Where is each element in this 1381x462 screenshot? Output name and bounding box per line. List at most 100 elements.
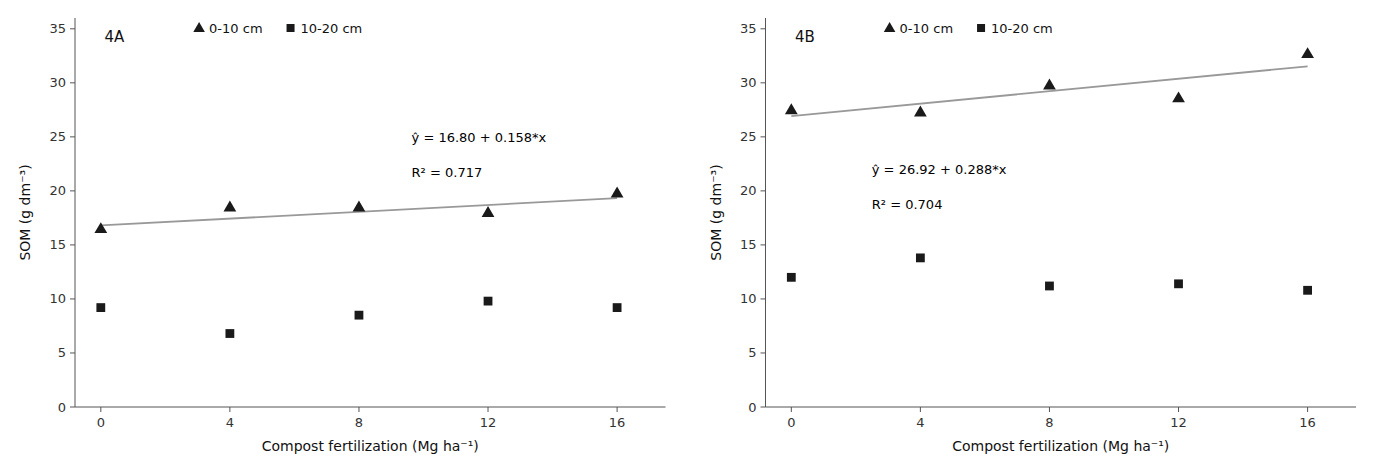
- x-tick: [617, 407, 618, 412]
- x-tick-label: 16: [609, 415, 626, 430]
- y-tick: [761, 244, 766, 245]
- legend-label: 10-20 cm: [301, 21, 363, 36]
- x-tick: [791, 407, 792, 412]
- point: [94, 222, 107, 233]
- point: [613, 303, 622, 312]
- y-tick: [761, 190, 766, 191]
- y-axis-label: SOM (g dm⁻³): [708, 164, 724, 260]
- annotation: ŷ = 16.80 + 0.158*x: [412, 130, 547, 145]
- y-tick-label: 15: [740, 237, 757, 252]
- point: [1303, 286, 1312, 295]
- x-tick-label: 0: [787, 415, 795, 430]
- point: [353, 201, 366, 212]
- y-tick-label: 25: [49, 129, 66, 144]
- panel: 048121605101520253035Compost fertilizati…: [708, 18, 1357, 454]
- legend-marker: [287, 24, 295, 32]
- y-tick-label: 30: [740, 75, 757, 90]
- y-tick-label: 20: [49, 183, 66, 198]
- x-tick: [100, 407, 101, 412]
- x-tick: [488, 407, 489, 412]
- y-tick: [70, 407, 75, 408]
- x-tick: [1178, 407, 1179, 412]
- legend-marker: [193, 22, 205, 32]
- x-axis-line: [766, 407, 1357, 408]
- point: [914, 106, 927, 117]
- point: [1045, 282, 1054, 291]
- x-axis-line: [75, 407, 666, 408]
- panel-label: 4A: [105, 28, 126, 46]
- background: [0, 0, 1381, 462]
- y-axis-label: SOM (g dm⁻³): [17, 164, 33, 260]
- regression-line: [791, 66, 1307, 116]
- annotation: R² = 0.717: [412, 165, 483, 180]
- y-tick: [70, 190, 75, 191]
- y-tick-label: 20: [740, 183, 757, 198]
- point: [225, 329, 234, 338]
- x-tick-label: 4: [916, 415, 924, 430]
- y-tick: [761, 28, 766, 29]
- point: [224, 201, 237, 212]
- y-tick: [761, 407, 766, 408]
- legend: 0-10 cm 10-20 cm: [193, 21, 362, 36]
- point: [1301, 47, 1314, 58]
- point: [611, 187, 624, 198]
- regression-line: [101, 198, 617, 225]
- y-tick: [761, 352, 766, 353]
- x-tick-label: 8: [1045, 415, 1053, 430]
- y-tick-label: 35: [49, 21, 66, 36]
- point: [1172, 91, 1185, 102]
- y-tick: [70, 298, 75, 299]
- annotation: R² = 0.704: [872, 197, 943, 212]
- legend: 0-10 cm 10-20 cm: [884, 21, 1053, 36]
- point: [1043, 79, 1056, 90]
- plot-area: [94, 187, 623, 338]
- x-axis-label: Compost fertilization (Mg ha⁻¹): [262, 438, 479, 454]
- x-tick: [358, 407, 359, 412]
- y-tick: [761, 136, 766, 137]
- legend-marker: [884, 22, 896, 32]
- point: [484, 297, 493, 306]
- x-tick-label: 0: [97, 415, 105, 430]
- panel: 0 4 8 12 16 0 5 10 15 20 25 30 35 Compost fertilizati…: [17, 18, 666, 454]
- point: [355, 311, 364, 320]
- x-tick: [229, 407, 230, 412]
- annotation: ŷ = 26.92 + 0.288*x: [872, 162, 1007, 177]
- x-tick: [1049, 407, 1050, 412]
- point: [785, 103, 798, 114]
- y-tick-label: 10: [740, 291, 757, 306]
- y-tick-label: 0: [58, 400, 66, 415]
- point: [96, 303, 105, 312]
- y-tick: [70, 82, 75, 83]
- y-tick-label: 15: [49, 237, 66, 252]
- x-tick: [920, 407, 921, 412]
- y-tick: [761, 82, 766, 83]
- legend-label: 0-10 cm: [209, 21, 262, 36]
- y-tick: [70, 28, 75, 29]
- y-tick-label: 0: [748, 400, 756, 415]
- x-tick-label: 16: [1299, 415, 1316, 430]
- y-tick-label: 25: [740, 129, 757, 144]
- x-tick-label: 12: [480, 415, 497, 430]
- point: [482, 206, 495, 217]
- point: [916, 253, 925, 262]
- point: [1174, 279, 1183, 288]
- y-tick-label: 5: [748, 345, 756, 360]
- y-axis-line: [75, 18, 76, 407]
- x-axis-label: Compost fertilization (Mg ha⁻¹): [952, 438, 1169, 454]
- panel-label: 4B: [795, 28, 815, 46]
- y-tick-label: 10: [49, 291, 66, 306]
- legend-marker: [977, 24, 985, 32]
- y-tick: [761, 298, 766, 299]
- x-tick-label: 8: [355, 415, 363, 430]
- x-tick-label: 4: [226, 415, 234, 430]
- point: [787, 273, 796, 282]
- plot-area: [785, 47, 1314, 295]
- y-tick-label: 30: [49, 75, 66, 90]
- y-tick: [70, 352, 75, 353]
- y-tick-label: 5: [58, 345, 66, 360]
- figure: 0 4 8 12 16 0 5 10 15 20 25 30 35 Compost fertilizati…: [0, 0, 1381, 462]
- y-tick-label: 35: [740, 21, 757, 36]
- legend-label: 0-10 cm: [900, 21, 953, 36]
- legend-label: 10-20 cm: [991, 21, 1053, 36]
- y-tick: [70, 136, 75, 137]
